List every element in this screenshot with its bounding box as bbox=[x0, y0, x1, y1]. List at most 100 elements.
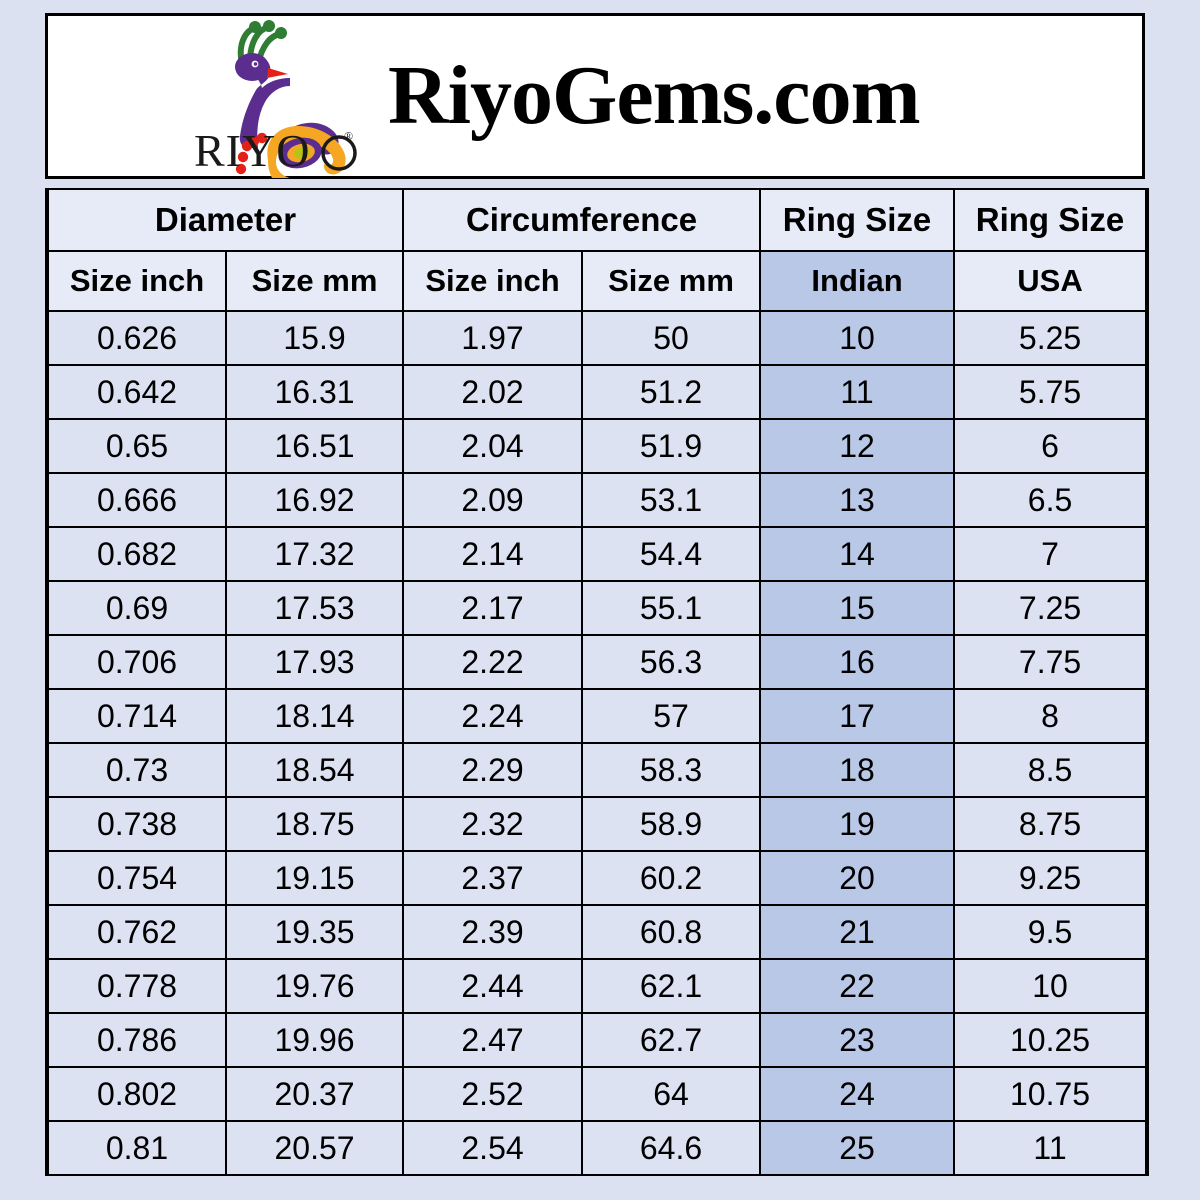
cell-diameter-mm: 16.92 bbox=[224, 472, 405, 528]
table-body: 0.626 15.9 1.97 50 10 5.25 0.642 16.31 2.02 51.2 1… bbox=[45, 310, 1150, 1176]
cell-diameter-inch: 0.802 bbox=[45, 1066, 227, 1122]
cell-diameter-inch: 0.706 bbox=[45, 634, 227, 690]
cell-ring-size-indian: 16 bbox=[759, 634, 956, 690]
cell-circumference-mm: 60.8 bbox=[581, 904, 762, 960]
cell-circumference-inch: 2.44 bbox=[402, 958, 584, 1014]
cell-diameter-mm: 19.96 bbox=[224, 1012, 405, 1068]
sub-header-diameter-mm: Size mm bbox=[224, 250, 405, 312]
cell-ring-size-usa: 5.25 bbox=[953, 310, 1150, 366]
cell-ring-size-indian: 23 bbox=[759, 1012, 956, 1068]
cell-ring-size-indian: 21 bbox=[759, 904, 956, 960]
riyo-wordmark: RIYO ® bbox=[194, 125, 364, 176]
cell-circumference-inch: 2.04 bbox=[402, 418, 584, 474]
cell-circumference-mm: 54.4 bbox=[581, 526, 762, 582]
cell-ring-size-usa: 6.5 bbox=[953, 472, 1150, 528]
cell-ring-size-usa: 10.25 bbox=[953, 1012, 1150, 1068]
cell-circumference-mm: 58.3 bbox=[581, 742, 762, 798]
cell-diameter-mm: 17.53 bbox=[224, 580, 405, 636]
cell-diameter-inch: 0.626 bbox=[45, 310, 227, 366]
table-row: 0.682 17.32 2.14 54.4 14 7 bbox=[45, 526, 1150, 582]
cell-circumference-inch: 2.29 bbox=[402, 742, 584, 798]
sub-header-row: Size inch Size mm Size inch Size mm Indi… bbox=[45, 250, 1150, 312]
group-header-diameter: Diameter bbox=[44, 188, 405, 252]
svg-text:RIYO: RIYO bbox=[194, 128, 310, 174]
table-row: 0.778 19.76 2.44 62.1 22 10 bbox=[45, 958, 1150, 1014]
cell-ring-size-indian: 13 bbox=[759, 472, 956, 528]
cell-diameter-mm: 19.15 bbox=[224, 850, 405, 906]
table-row: 0.762 19.35 2.39 60.8 21 9.5 bbox=[45, 904, 1150, 960]
cell-circumference-mm: 56.3 bbox=[581, 634, 762, 690]
cell-diameter-mm: 16.31 bbox=[224, 364, 405, 420]
cell-diameter-mm: 16.51 bbox=[224, 418, 405, 474]
cell-circumference-mm: 64 bbox=[581, 1066, 762, 1122]
table-row: 0.706 17.93 2.22 56.3 16 7.75 bbox=[45, 634, 1150, 690]
cell-ring-size-indian: 25 bbox=[759, 1120, 956, 1176]
cell-diameter-mm: 19.35 bbox=[224, 904, 405, 960]
cell-ring-size-indian: 12 bbox=[759, 418, 956, 474]
cell-ring-size-usa: 7.75 bbox=[953, 634, 1150, 690]
cell-ring-size-indian: 17 bbox=[759, 688, 956, 744]
cell-diameter-inch: 0.786 bbox=[45, 1012, 227, 1068]
cell-circumference-inch: 2.52 bbox=[402, 1066, 584, 1122]
cell-circumference-mm: 57 bbox=[581, 688, 762, 744]
table-row: 0.802 20.37 2.52 64 24 10.75 bbox=[45, 1066, 1150, 1122]
group-header-ring-size-usa: Ring Size bbox=[953, 188, 1150, 252]
cell-diameter-inch: 0.778 bbox=[45, 958, 227, 1014]
cell-diameter-inch: 0.81 bbox=[45, 1120, 227, 1176]
group-header-ring-size-indian: Ring Size bbox=[759, 188, 956, 252]
cell-ring-size-usa: 10.75 bbox=[953, 1066, 1150, 1122]
cell-ring-size-usa: 5.75 bbox=[953, 364, 1150, 420]
cell-circumference-inch: 2.14 bbox=[402, 526, 584, 582]
cell-ring-size-usa: 7.25 bbox=[953, 580, 1150, 636]
cell-circumference-mm: 51.2 bbox=[581, 364, 762, 420]
cell-circumference-mm: 53.1 bbox=[581, 472, 762, 528]
sub-header-usa: USA bbox=[953, 250, 1150, 312]
table-row: 0.666 16.92 2.09 53.1 13 6.5 bbox=[45, 472, 1150, 528]
table-row: 0.642 16.31 2.02 51.2 11 5.75 bbox=[45, 364, 1150, 420]
cell-diameter-mm: 17.32 bbox=[224, 526, 405, 582]
cell-ring-size-usa: 8 bbox=[953, 688, 1150, 744]
cell-diameter-mm: 17.93 bbox=[224, 634, 405, 690]
cell-diameter-inch: 0.666 bbox=[45, 472, 227, 528]
cell-ring-size-indian: 18 bbox=[759, 742, 956, 798]
cell-diameter-mm: 19.76 bbox=[224, 958, 405, 1014]
table-row: 0.73 18.54 2.29 58.3 18 8.5 bbox=[45, 742, 1150, 798]
cell-circumference-inch: 2.09 bbox=[402, 472, 584, 528]
cell-diameter-mm: 15.9 bbox=[224, 310, 405, 366]
table-row: 0.65 16.51 2.04 51.9 12 6 bbox=[45, 418, 1150, 474]
cell-diameter-mm: 18.75 bbox=[224, 796, 405, 852]
table-row: 0.626 15.9 1.97 50 10 5.25 bbox=[45, 310, 1150, 366]
cell-ring-size-usa: 11 bbox=[953, 1120, 1150, 1176]
table-row: 0.738 18.75 2.32 58.9 19 8.75 bbox=[45, 796, 1150, 852]
cell-circumference-mm: 62.7 bbox=[581, 1012, 762, 1068]
cell-diameter-inch: 0.762 bbox=[45, 904, 227, 960]
table-row: 0.81 20.57 2.54 64.6 25 11 bbox=[45, 1120, 1150, 1176]
cell-ring-size-indian: 11 bbox=[759, 364, 956, 420]
cell-circumference-mm: 55.1 bbox=[581, 580, 762, 636]
cell-diameter-inch: 0.714 bbox=[45, 688, 227, 744]
cell-ring-size-usa: 9.5 bbox=[953, 904, 1150, 960]
table-row: 0.714 18.14 2.24 57 17 8 bbox=[45, 688, 1150, 744]
table-row: 0.754 19.15 2.37 60.2 20 9.25 bbox=[45, 850, 1150, 906]
cell-circumference-mm: 51.9 bbox=[581, 418, 762, 474]
cell-ring-size-indian: 15 bbox=[759, 580, 956, 636]
table-row: 0.786 19.96 2.47 62.7 23 10.25 bbox=[45, 1012, 1150, 1068]
cell-circumference-inch: 2.22 bbox=[402, 634, 584, 690]
cell-diameter-mm: 18.54 bbox=[224, 742, 405, 798]
cell-circumference-inch: 2.24 bbox=[402, 688, 584, 744]
cell-diameter-inch: 0.754 bbox=[45, 850, 227, 906]
cell-circumference-inch: 2.02 bbox=[402, 364, 584, 420]
cell-diameter-inch: 0.682 bbox=[45, 526, 227, 582]
cell-diameter-mm: 20.57 bbox=[224, 1120, 405, 1176]
sub-header-circumference-inch: Size inch bbox=[402, 250, 584, 312]
cell-ring-size-indian: 24 bbox=[759, 1066, 956, 1122]
cell-ring-size-usa: 10 bbox=[953, 958, 1150, 1014]
brand-title: RiyoGems.com bbox=[388, 49, 921, 142]
cell-circumference-inch: 2.39 bbox=[402, 904, 584, 960]
cell-circumference-inch: 2.37 bbox=[402, 850, 584, 906]
group-header-circumference: Circumference bbox=[402, 188, 762, 252]
cell-diameter-inch: 0.642 bbox=[45, 364, 227, 420]
cell-circumference-inch: 2.47 bbox=[402, 1012, 584, 1068]
group-header-row: Diameter Circumference Ring Size Ring Si… bbox=[44, 188, 1150, 252]
